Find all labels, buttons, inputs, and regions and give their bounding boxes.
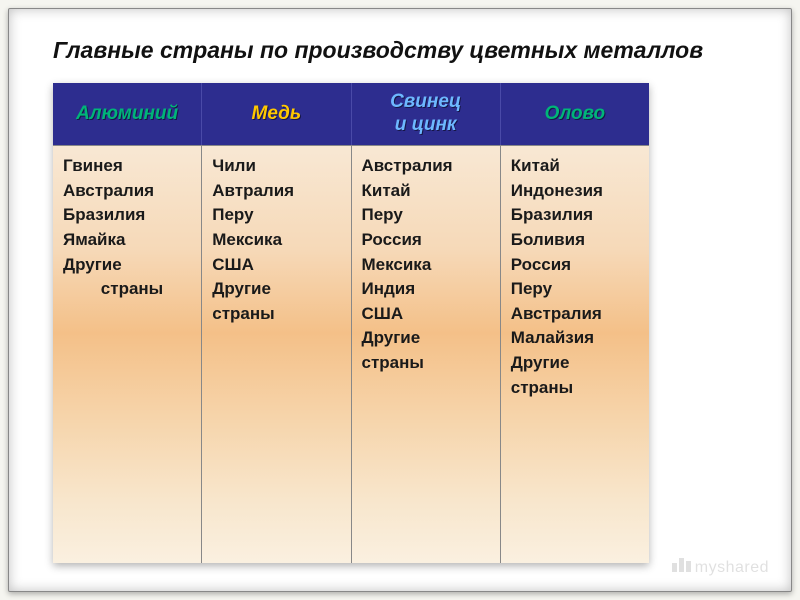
col-header-tin: Олово (501, 83, 649, 145)
country-item: США (362, 302, 492, 327)
country-item: США (212, 253, 342, 278)
table-body-row: ГвинеяАвстралияБразилияЯмайкаДругие стра… (53, 145, 649, 563)
country-item: Мексика (362, 253, 492, 278)
country-item: Австралия (362, 154, 492, 179)
country-item: Малайзия (511, 326, 641, 351)
metals-table: Алюминий Медь Свинец и цинк Олово Гвинея… (53, 83, 649, 563)
country-item: Другие (212, 277, 342, 302)
col-header-aluminum: Алюминий (53, 83, 202, 145)
col-header-lead-zinc: Свинец и цинк (352, 83, 501, 145)
country-item: Китай (362, 179, 492, 204)
country-item: Бразилия (63, 203, 193, 228)
slide-frame: Главные страны по производству цветных м… (8, 8, 792, 592)
country-item: Ямайка (63, 228, 193, 253)
col-body-aluminum: ГвинеяАвстралияБразилияЯмайкаДругие стра… (53, 145, 202, 563)
country-item: Мексика (212, 228, 342, 253)
country-item: Китай (511, 154, 641, 179)
country-item: Другие (63, 253, 193, 278)
country-item: Перу (212, 203, 342, 228)
country-item: Перу (362, 203, 492, 228)
watermark: myshared (672, 558, 769, 577)
country-item: Австралия (63, 179, 193, 204)
watermark-icon (672, 558, 691, 572)
country-item: Австралия (511, 302, 641, 327)
col-header-label: Алюминий (76, 103, 178, 126)
country-item: Перу (511, 277, 641, 302)
country-item: страны (212, 302, 342, 327)
watermark-text: myshared (695, 559, 769, 576)
country-item: Автралия (212, 179, 342, 204)
col-body-tin: КитайИндонезияБразилияБоливияРоссияПеруА… (501, 145, 649, 563)
col-header-copper: Медь (202, 83, 351, 145)
col-header-label: Свинец и цинк (390, 91, 461, 137)
col-body-lead-zinc: АвстралияКитайПеруРоссияМексикаИндияСШАД… (352, 145, 501, 563)
country-item: Бразилия (511, 203, 641, 228)
col-header-label: Олово (545, 103, 606, 126)
country-item: страны (63, 277, 193, 302)
country-item: Россия (362, 228, 492, 253)
country-item: Индия (362, 277, 492, 302)
col-body-copper: ЧилиАвтралияПеруМексикаСШАДругиестраны (202, 145, 351, 563)
country-item: Чили (212, 154, 342, 179)
country-item: Боливия (511, 228, 641, 253)
slide-title: Главные страны по производству цветных м… (53, 37, 747, 64)
table-header-row: Алюминий Медь Свинец и цинк Олово (53, 83, 649, 145)
country-item: Индонезия (511, 179, 641, 204)
col-header-label: Медь (252, 103, 302, 126)
country-item: страны (511, 376, 641, 401)
country-item: страны (362, 351, 492, 376)
country-item: Другие (511, 351, 641, 376)
country-item: Россия (511, 253, 641, 278)
country-item: Другие (362, 326, 492, 351)
country-item: Гвинея (63, 154, 193, 179)
